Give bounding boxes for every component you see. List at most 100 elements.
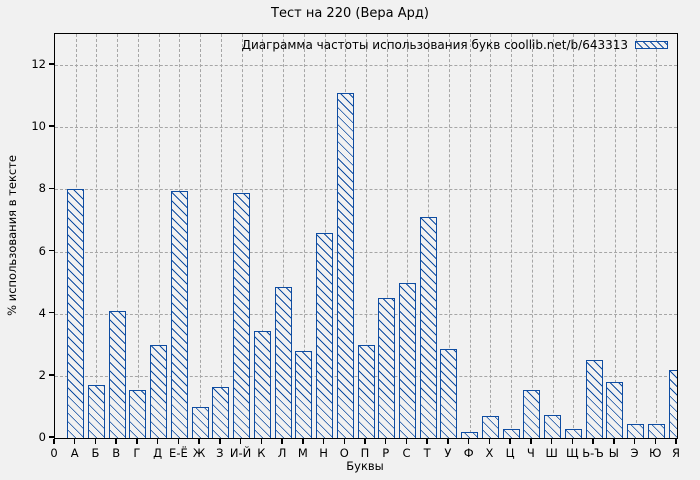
x-tick-mark xyxy=(219,438,221,444)
x-tick-label: Ж xyxy=(192,446,206,460)
x-gridline xyxy=(386,34,388,438)
bar xyxy=(378,298,396,438)
bar xyxy=(419,217,437,438)
x-tick-mark xyxy=(426,438,428,444)
bar xyxy=(108,310,126,438)
x-tick-mark xyxy=(675,438,677,444)
x-tick-mark xyxy=(281,438,283,444)
bar xyxy=(295,351,313,438)
x-tick-mark xyxy=(530,438,532,444)
x-gridline xyxy=(635,34,637,438)
bar xyxy=(440,349,458,438)
x-tick-label: Х xyxy=(485,446,494,460)
x-gridline xyxy=(407,34,409,438)
bar xyxy=(316,232,334,438)
x-tick-mark xyxy=(260,438,263,444)
x-gridline xyxy=(137,34,139,438)
x-gridline xyxy=(448,34,450,438)
x-tick-mark xyxy=(156,438,159,444)
x-gridline xyxy=(283,34,285,438)
x-tick-label: С xyxy=(402,446,411,460)
plot-area: Диаграмма частоты использования букв coo… xyxy=(54,33,678,439)
x-tick-mark xyxy=(343,438,346,444)
x-tick-label: Г xyxy=(133,446,141,460)
bar xyxy=(274,287,292,438)
y-tick-mark xyxy=(49,374,54,376)
chart-title: Тест на 220 (Вера Ард) xyxy=(271,6,429,21)
y-tick-mark xyxy=(49,187,54,190)
y-tick-label: 12 xyxy=(31,57,46,72)
x-gridline xyxy=(220,34,222,438)
x-gridline xyxy=(594,34,596,438)
x-tick-mark xyxy=(364,438,366,444)
x-tick-label: Ш xyxy=(545,446,558,460)
x-tick-label: Ф xyxy=(463,446,474,460)
x-tick-mark xyxy=(447,438,449,444)
x-tick-label: О xyxy=(339,446,349,460)
x-tick-label: Я xyxy=(672,446,680,460)
x-tick-mark xyxy=(405,438,408,444)
x-tick-label: Д xyxy=(153,446,163,460)
y-tick-mark xyxy=(49,125,54,127)
x-tick-mark xyxy=(509,438,511,444)
x-gridline xyxy=(656,34,658,438)
x-tick-label: Б xyxy=(91,446,100,460)
x-tick-label: П xyxy=(360,446,370,460)
bar xyxy=(233,192,251,438)
x-tick-mark xyxy=(136,438,138,444)
bar xyxy=(585,360,603,438)
x-tick-mark xyxy=(654,438,657,444)
bar xyxy=(564,428,582,438)
x-tick-label: Л xyxy=(277,446,287,460)
x-tick-label: Н xyxy=(319,446,328,460)
bar xyxy=(253,330,271,438)
bar xyxy=(129,389,147,438)
x-gridline xyxy=(96,34,98,438)
bar xyxy=(481,416,499,438)
x-gridline xyxy=(490,34,492,438)
x-gridline xyxy=(158,34,160,438)
x-tick-mark xyxy=(633,438,636,444)
x-gridline xyxy=(614,34,616,438)
bar xyxy=(191,406,209,438)
y-tick-mark xyxy=(49,63,54,65)
x-gridline xyxy=(262,34,264,438)
legend-swatch-icon xyxy=(635,41,668,49)
x-gridline xyxy=(117,34,119,438)
bar xyxy=(461,431,479,438)
y-tick-label: 0 xyxy=(38,430,46,444)
bar xyxy=(668,369,677,438)
x-gridline xyxy=(511,34,513,438)
x-tick-label: Е-Ё xyxy=(169,446,188,460)
y-tick-label: 6 xyxy=(38,243,46,258)
bar xyxy=(627,424,645,438)
x-gridline xyxy=(303,34,305,438)
x-gridline xyxy=(552,34,554,438)
x-tick-label: Ю xyxy=(649,446,662,460)
x-gridline xyxy=(531,34,533,438)
x-tick-label: М xyxy=(297,446,308,460)
x-tick-mark xyxy=(592,438,594,444)
bar xyxy=(212,386,230,438)
x-tick-mark xyxy=(384,438,387,444)
x-tick-label: А xyxy=(70,446,79,460)
y-tick-mark xyxy=(49,311,54,314)
bar xyxy=(544,414,562,438)
x-tick-mark xyxy=(571,438,574,444)
x-tick-mark xyxy=(53,438,55,444)
x-origin-label: 0 xyxy=(50,446,58,460)
bar xyxy=(170,190,188,438)
bar xyxy=(606,382,624,438)
x-tick-label: К xyxy=(257,446,266,460)
x-tick-mark xyxy=(94,438,97,444)
x-tick-label: Ы xyxy=(608,446,619,460)
y-tick-mark xyxy=(49,249,54,252)
x-tick-mark xyxy=(302,438,304,444)
y-tick-label: 10 xyxy=(31,119,46,134)
x-gridline xyxy=(366,34,367,438)
x-tick-label: Р xyxy=(382,446,390,460)
y-tick-label: 2 xyxy=(38,367,46,382)
bar xyxy=(357,344,375,438)
x-tick-mark xyxy=(73,438,76,444)
bar xyxy=(398,282,416,438)
